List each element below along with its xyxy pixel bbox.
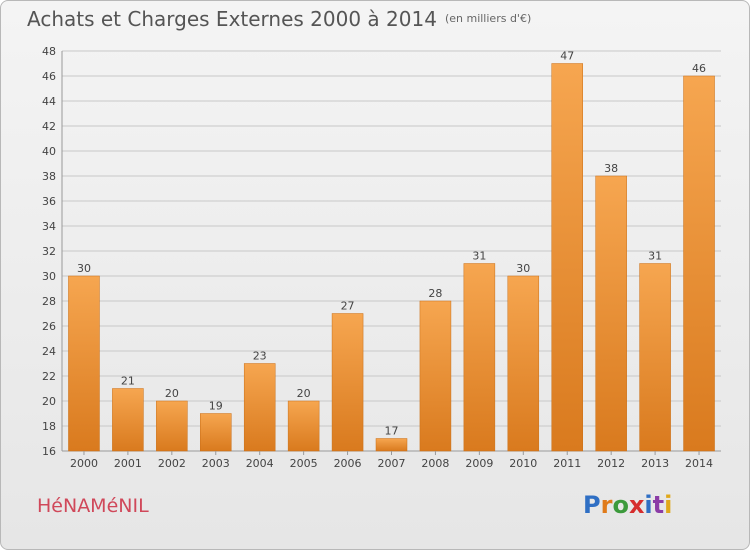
x-tick-label-2003: 2003 — [202, 457, 230, 470]
x-tick-label-2004: 2004 — [246, 457, 274, 470]
x-tick-label-2010: 2010 — [509, 457, 537, 470]
x-tick-label-2014: 2014 — [685, 457, 713, 470]
bar-2011 — [551, 63, 583, 452]
logo-letter: r — [600, 491, 613, 519]
y-tick-label: 20 — [42, 395, 56, 408]
data-label-2006: 27 — [341, 300, 355, 313]
y-tick-label: 44 — [42, 95, 56, 108]
y-tick-label: 26 — [42, 320, 56, 333]
x-tick-label-2008: 2008 — [421, 457, 449, 470]
logo-letter: o — [612, 491, 629, 519]
y-tick-label: 28 — [42, 295, 56, 308]
y-tick-label: 48 — [42, 45, 56, 58]
commune-name: HéNAMéNIL — [37, 495, 149, 517]
title-text: Achats et Charges Externes 2000 à 2014 — [27, 7, 437, 31]
bar-2006 — [331, 313, 364, 452]
x-tick-label-2006: 2006 — [334, 457, 362, 470]
bar-2008 — [419, 300, 452, 452]
y-tick-label: 46 — [42, 70, 56, 83]
x-tick-label-2009: 2009 — [465, 457, 493, 470]
y-tick-label: 32 — [42, 245, 56, 258]
bar-2012 — [595, 175, 627, 452]
data-label-2002: 20 — [165, 387, 179, 400]
x-tick-label-2001: 2001 — [114, 457, 142, 470]
y-tick-label: 24 — [42, 345, 56, 358]
x-tick-label-2000: 2000 — [70, 457, 98, 470]
y-tick-label: 16 — [42, 445, 56, 458]
bar-2005 — [287, 400, 320, 452]
data-label-2005: 20 — [297, 387, 311, 400]
data-label-2008: 28 — [428, 287, 442, 300]
y-tick-label: 36 — [42, 195, 56, 208]
chart-title: Achats et Charges Externes 2000 à 2014 (e… — [27, 7, 531, 31]
unit-label: (en milliers d'€) — [444, 12, 532, 25]
bar-2007 — [375, 438, 408, 452]
bar-2004 — [243, 363, 276, 452]
y-tick-label: 18 — [42, 420, 56, 433]
y-tick-label: 40 — [42, 145, 56, 158]
data-label-2003: 19 — [209, 400, 223, 413]
data-label-2013: 31 — [648, 250, 662, 263]
y-tick-label: 34 — [42, 220, 56, 233]
y-tick-label: 30 — [42, 270, 56, 283]
x-tick-label-2012: 2012 — [597, 457, 625, 470]
y-tick-label: 38 — [42, 170, 56, 183]
proxiti-logo[interactable]: Proxiti — [583, 491, 672, 519]
logo-letter: x — [628, 491, 645, 519]
bar-2013 — [639, 263, 671, 452]
data-label-2001: 21 — [121, 375, 135, 388]
data-label-2000: 30 — [77, 262, 91, 275]
bar-2010 — [507, 275, 540, 452]
data-label-2011: 47 — [560, 50, 574, 63]
bar-2009 — [463, 263, 496, 452]
data-label-2010: 30 — [516, 262, 530, 275]
y-tick-label: 22 — [42, 370, 56, 383]
y-tick-label: 42 — [42, 120, 56, 133]
x-tick-label-2007: 2007 — [378, 457, 406, 470]
logo-letter: i — [664, 491, 673, 519]
x-axis: 2000 2001 2002 2003 2004 2005 2006 2007 2008 2009… — [70, 451, 713, 470]
bars: 30 21 20 19 23 20 27 17 28 31 30 47 38 31 46 — [68, 50, 715, 452]
bar-2014 — [683, 75, 715, 452]
data-label-2014: 46 — [692, 62, 706, 75]
bar-2002 — [156, 400, 188, 452]
logo-letter: i — [644, 491, 653, 519]
data-label-2009: 31 — [472, 250, 486, 263]
logo-letter: t — [652, 491, 665, 519]
logo-letter: P — [583, 491, 601, 519]
x-tick-label-2011: 2011 — [553, 457, 581, 470]
x-tick-label-2013: 2013 — [641, 457, 669, 470]
x-tick-label-2002: 2002 — [158, 457, 186, 470]
data-label-2004: 23 — [253, 350, 267, 363]
bar-2001 — [112, 388, 144, 452]
data-label-2012: 38 — [604, 162, 618, 175]
x-tick-label-2005: 2005 — [290, 457, 318, 470]
bar-2003 — [200, 413, 232, 452]
data-label-2007: 17 — [385, 425, 399, 438]
y-axis: 16 18 20 22 24 26 28 30 32 34 36 38 40 42 44 46 48 — [42, 45, 721, 458]
bar-2000 — [68, 275, 100, 452]
